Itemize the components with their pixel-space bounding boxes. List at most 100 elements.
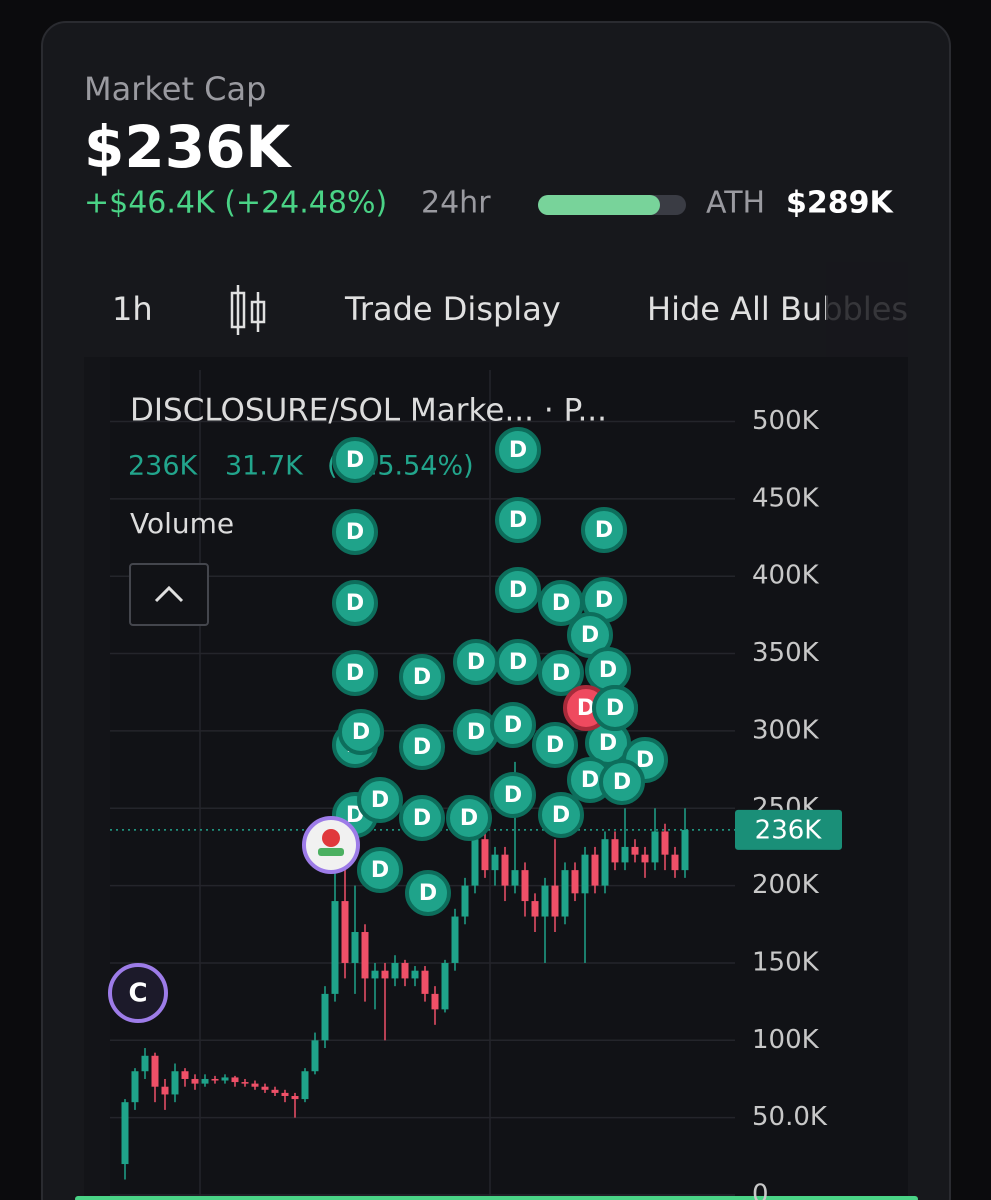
trade-bubble (399, 795, 445, 841)
y-tick-label: 150K (752, 947, 820, 977)
trade-bubble-label: D (552, 803, 570, 828)
trade-bubble (495, 567, 541, 613)
volume-label: Volume (130, 507, 234, 540)
trade-bubble-label: D (606, 696, 624, 721)
trade-bubble-label: D (599, 731, 617, 756)
candle-type-button[interactable] (230, 285, 266, 335)
legend-change: 31.7K (225, 451, 304, 482)
trade-bubble-label: D (346, 661, 364, 686)
y-tick-label: 100K (752, 1025, 820, 1055)
trade-bubble-label: D (509, 438, 527, 463)
trade-bubble-label: D (595, 518, 613, 543)
trade-bubble-label: D (413, 665, 431, 690)
candle-body (631, 846, 639, 855)
trade-bubble-label: D (413, 806, 431, 831)
candle-body (501, 854, 509, 886)
candle-body (341, 901, 349, 963)
candle-body (571, 870, 579, 894)
candle-body (411, 970, 419, 979)
trade-bubble-label: D (467, 720, 485, 745)
trade-bubble-label: D (346, 591, 364, 616)
candle-body (271, 1089, 279, 1093)
candle-body (601, 839, 609, 886)
candle-body (241, 1082, 249, 1084)
candle-body (511, 870, 519, 886)
candle-body (211, 1078, 219, 1081)
toolbar-fade (826, 262, 908, 357)
candle-body (321, 993, 329, 1041)
candle-body (671, 854, 679, 871)
candle-body (381, 970, 389, 979)
ath-label: ATH (706, 186, 765, 221)
candle-body (281, 1092, 289, 1096)
market-cap-label: Market Cap (84, 70, 266, 108)
trade-bubble (332, 509, 378, 555)
candle-body (481, 839, 489, 871)
trade-bubble (599, 759, 645, 805)
candle-body (221, 1077, 229, 1081)
bubbles: DDDDDDDDDDDDDDDDDDDDDDDDDDDDDDDDDDDDDC (108, 427, 668, 1023)
trade-bubble-label: D (413, 735, 431, 760)
candle-body (291, 1095, 299, 1100)
candle-body (371, 970, 379, 979)
trade-bubble (332, 437, 378, 483)
trade-bubble (538, 650, 584, 696)
candle-body (261, 1086, 269, 1090)
toolbar (84, 262, 908, 357)
candle-body (441, 962, 449, 1010)
candle-body (251, 1083, 259, 1087)
trade-bubble-label: D (581, 623, 599, 648)
candle-body (431, 993, 439, 1010)
trade-bubble-label: D (467, 650, 485, 675)
collapse-button[interactable] (129, 563, 209, 626)
candle-body (451, 916, 459, 963)
trade-bubble (581, 507, 627, 553)
trade-bubble-label: D (504, 713, 522, 738)
candle-body (191, 1078, 199, 1084)
trade-display-button[interactable]: Trade Display (344, 290, 561, 328)
creator-bubble (108, 963, 168, 1023)
candle-body (491, 854, 499, 871)
candle-body (361, 932, 369, 979)
legend-value: 236K (128, 451, 199, 482)
avatar-art (322, 829, 340, 847)
candle-body (471, 839, 479, 886)
y-tick-label: 50.0K (752, 1102, 828, 1132)
icon-body (250, 300, 266, 324)
candle-body (421, 970, 429, 994)
candle-body (621, 846, 629, 863)
trade-bubble (332, 650, 378, 696)
trade-bubble (495, 497, 541, 543)
trade-bubble (399, 724, 445, 770)
trade-bubble-label: D (352, 720, 370, 745)
candle-body (581, 854, 589, 894)
trade-bubble (495, 639, 541, 685)
y-tick-label: 350K (752, 638, 820, 668)
interval-button[interactable]: 1h (112, 290, 153, 328)
trade-bubble (357, 847, 403, 893)
plot (110, 420, 735, 1196)
change: +$46.4K (+24.48%) (84, 186, 387, 221)
trade-bubble-label: D (636, 748, 654, 773)
y-tick-label: 300K (752, 715, 820, 745)
candle-body (681, 829, 689, 871)
candle-body (521, 870, 529, 902)
trade-bubble-label: D (460, 806, 478, 831)
last-price-tag (735, 809, 842, 850)
candle-body (201, 1078, 209, 1084)
ath-progress (538, 195, 660, 215)
trade-bubble (538, 792, 584, 838)
candle-body (541, 885, 549, 917)
trade-bubble (490, 772, 536, 818)
candle-body (181, 1071, 189, 1079)
candle-body (141, 1055, 149, 1072)
bottom-bar (75, 1196, 918, 1200)
trade-bubble (532, 722, 578, 768)
trade-bubble-label: D (371, 788, 389, 813)
candle-body (551, 885, 559, 917)
creator-label: C (128, 979, 147, 1009)
candle-body (401, 962, 409, 979)
icon-body (230, 291, 246, 329)
